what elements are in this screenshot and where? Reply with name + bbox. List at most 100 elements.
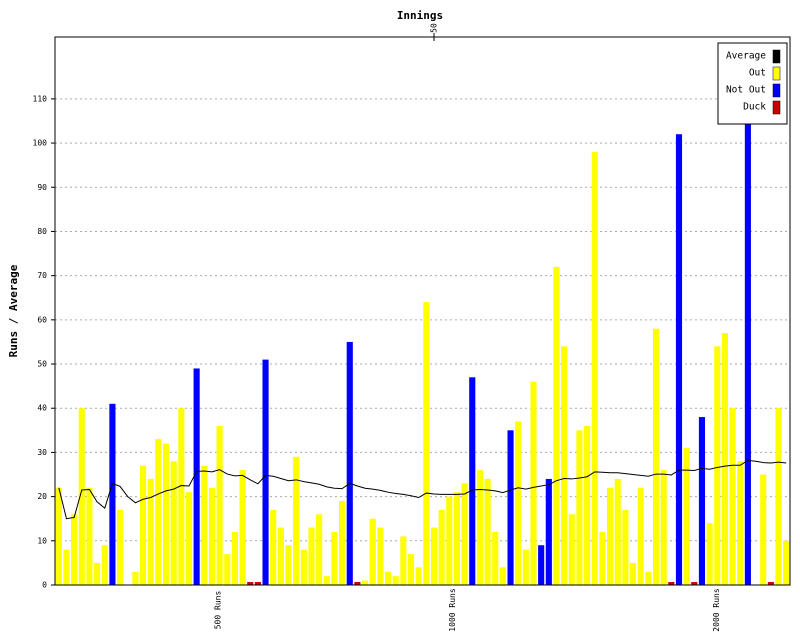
bar xyxy=(744,76,751,585)
bar xyxy=(637,487,644,585)
y-tick-label: 80 xyxy=(37,227,47,236)
legend-label: Not Out xyxy=(726,85,766,96)
bar xyxy=(247,582,254,585)
bar xyxy=(262,359,269,585)
y-tick-label: 20 xyxy=(37,492,47,501)
bar xyxy=(384,571,392,585)
bar xyxy=(645,571,652,585)
plot-frame xyxy=(54,36,791,586)
bar xyxy=(553,266,560,585)
y-tick-label: 10 xyxy=(37,536,47,545)
bar xyxy=(354,582,361,585)
y-tick-label: 40 xyxy=(37,404,47,413)
legend-label: Out xyxy=(749,68,766,79)
bar xyxy=(270,509,277,585)
bar xyxy=(767,582,774,585)
bar xyxy=(78,408,85,585)
legend-swatch xyxy=(772,49,781,64)
bar xyxy=(721,333,728,585)
bar xyxy=(576,430,583,585)
bar xyxy=(293,456,300,585)
bar xyxy=(308,527,315,585)
x-tick-label: 50 xyxy=(429,23,438,33)
bar xyxy=(377,527,384,585)
bar xyxy=(147,478,154,585)
bar xyxy=(362,580,369,585)
bar xyxy=(499,567,506,585)
bar xyxy=(285,545,292,585)
bar xyxy=(446,496,453,585)
legend-swatch xyxy=(772,83,781,98)
y-axis-label: Runs / Average xyxy=(7,264,20,357)
bar xyxy=(415,567,422,585)
bar xyxy=(86,487,93,585)
bar xyxy=(139,465,147,585)
bar xyxy=(545,478,552,585)
bar xyxy=(652,328,660,585)
bar xyxy=(339,501,346,585)
bar xyxy=(316,514,323,585)
y-tick-label: 90 xyxy=(37,183,47,192)
y-tick-label: 50 xyxy=(37,360,47,369)
bar xyxy=(783,540,790,585)
bar xyxy=(170,461,177,585)
bar xyxy=(94,562,101,585)
bar xyxy=(591,151,598,585)
legend-swatch xyxy=(772,100,781,115)
bar xyxy=(423,302,430,585)
bar xyxy=(683,448,690,585)
bar xyxy=(277,527,284,585)
average-line xyxy=(58,459,787,520)
y-tick-label: 60 xyxy=(37,315,47,324)
bar xyxy=(507,430,514,585)
bar xyxy=(515,421,522,585)
bar xyxy=(522,549,529,585)
legend-label: Duck xyxy=(743,102,766,113)
bar xyxy=(208,487,216,585)
bar xyxy=(101,545,108,585)
bar xyxy=(239,470,246,585)
y-tick-label: 100 xyxy=(33,139,48,148)
chart-title: Innings xyxy=(397,9,443,22)
bar xyxy=(760,474,767,585)
x-marker-label: 2000 Runs xyxy=(712,588,721,632)
bar xyxy=(484,478,491,585)
bar xyxy=(691,582,698,585)
bar xyxy=(622,509,629,585)
bar xyxy=(607,487,614,585)
bar xyxy=(407,554,415,585)
bar xyxy=(706,523,713,585)
bar xyxy=(737,461,744,585)
bar xyxy=(117,509,124,585)
bar xyxy=(561,346,568,585)
bar xyxy=(71,514,78,585)
bar xyxy=(162,443,170,585)
y-tick-label: 0 xyxy=(42,581,47,590)
bar xyxy=(775,408,782,585)
bar xyxy=(461,483,468,585)
bar xyxy=(476,470,483,585)
bar xyxy=(453,492,461,585)
bar xyxy=(538,545,545,585)
bar xyxy=(216,425,223,585)
bar xyxy=(599,531,606,585)
bar xyxy=(369,518,376,585)
bar xyxy=(392,576,399,585)
bar xyxy=(568,514,575,585)
bar xyxy=(323,576,330,585)
bar xyxy=(55,487,62,585)
bar xyxy=(201,465,208,585)
bar xyxy=(400,536,407,585)
bar xyxy=(63,549,70,585)
bar xyxy=(675,134,683,585)
bar xyxy=(132,571,139,585)
bar xyxy=(614,478,621,585)
legend-swatch xyxy=(772,66,781,81)
y-tick-label: 30 xyxy=(37,448,47,457)
bar xyxy=(430,527,438,585)
bar xyxy=(300,549,307,585)
bar xyxy=(698,417,706,585)
legend-label: Average xyxy=(726,51,766,62)
bar xyxy=(346,341,353,585)
